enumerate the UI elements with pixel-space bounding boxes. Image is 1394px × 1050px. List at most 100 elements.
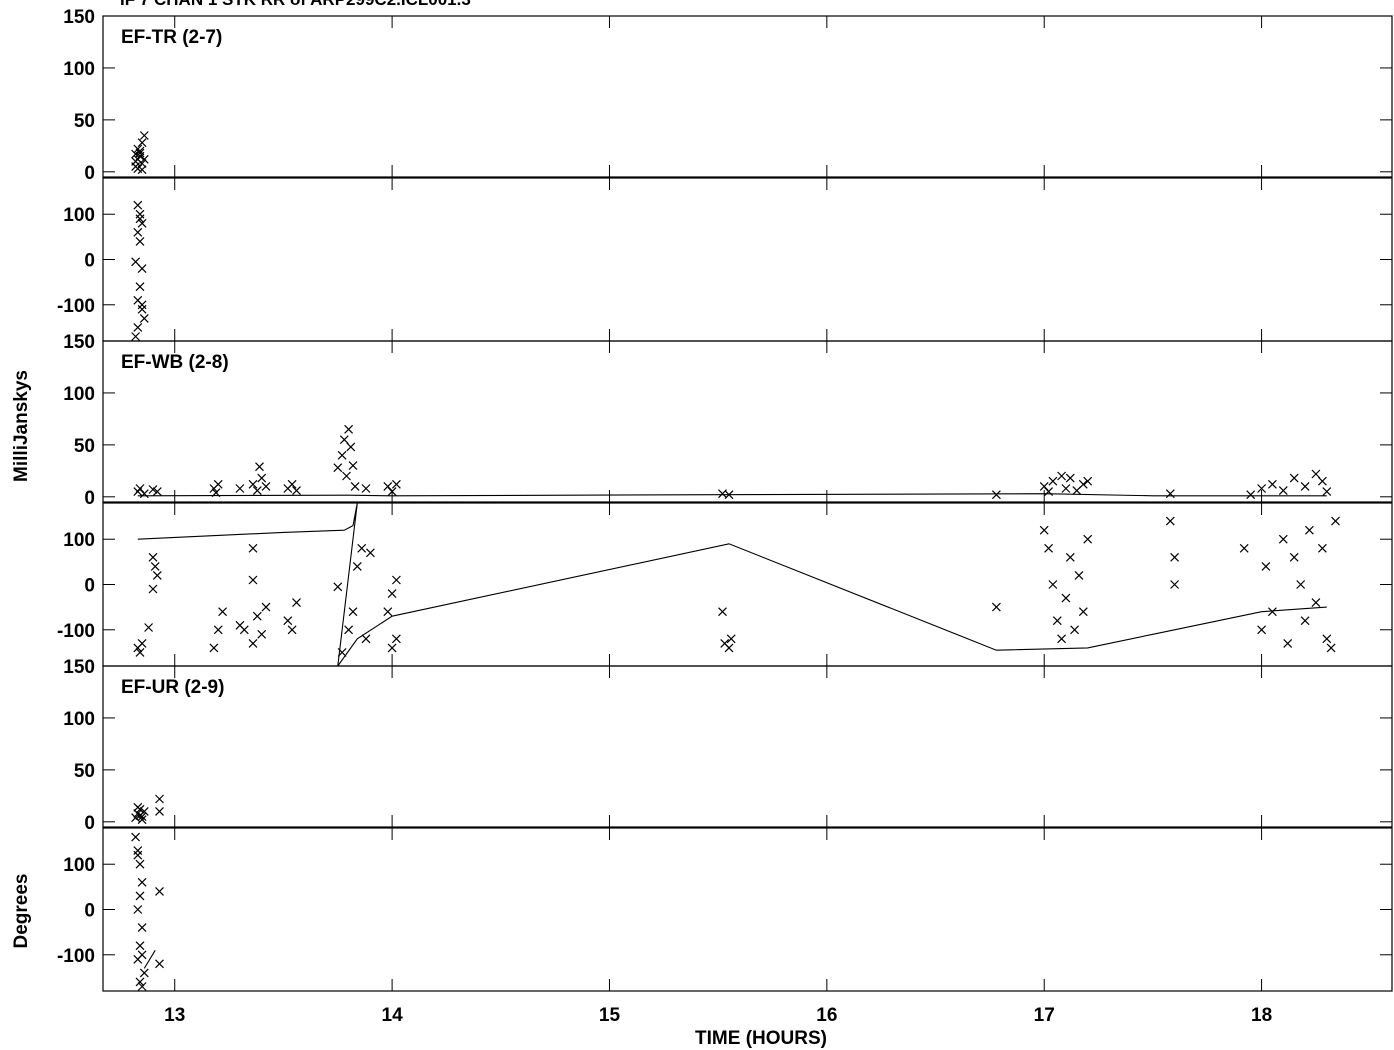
phase-data-point	[139, 313, 149, 323]
amplitude-data-point	[131, 156, 141, 166]
phase-data-point	[1052, 616, 1062, 626]
phase-data-point	[1322, 634, 1332, 644]
amplitude-data-point	[133, 802, 143, 812]
amplitude-data-point	[139, 131, 149, 140]
amplitude-data-point	[155, 794, 164, 804]
amplitude-y-tick-label: 0	[84, 813, 95, 834]
phase-data-point	[218, 607, 228, 617]
phase-data-point	[1257, 625, 1267, 635]
phase-data-point	[1057, 634, 1067, 644]
phase-data-point	[1283, 638, 1293, 648]
amplitude-data-point	[1048, 476, 1058, 486]
amplitude-data-point	[1322, 487, 1332, 497]
phase-data-point	[133, 227, 143, 237]
phase-data-point	[137, 923, 147, 933]
baseline-panel-3: 0 50 100 150 -100 0 100 EF-UR (2-9)	[57, 657, 1393, 992]
phase-data-point	[148, 552, 158, 562]
phase-data-point	[139, 968, 149, 978]
amplitude-y-tick-label: 100	[63, 384, 95, 405]
amplitude-y-tick-label: 150	[63, 7, 95, 28]
phase-data-point	[213, 625, 223, 635]
baseline-label: EF-UR (2-9)	[121, 677, 224, 698]
phase-data-point	[131, 332, 141, 341]
amplitude-data-point	[137, 812, 147, 822]
amplitude-data-point	[1267, 479, 1277, 489]
phase-data-point	[1165, 516, 1175, 526]
baseline-label: EF-TR (2-7)	[121, 27, 222, 48]
phase-data-point	[135, 647, 145, 657]
phase-y-tick-label: -100	[57, 296, 95, 317]
amplitude-data-point	[292, 486, 301, 496]
phase-y-tick-label: 0	[84, 901, 95, 922]
phase-data-point	[352, 561, 362, 571]
phase-y-tick-label: 100	[63, 855, 95, 876]
panel-3-amplitude-frame	[102, 665, 1393, 828]
phase-data-point	[1044, 543, 1054, 553]
amplitude-data-point	[346, 442, 356, 452]
phase-data-point	[724, 643, 734, 653]
amplitude-data-point	[1083, 476, 1093, 486]
phase-data-point	[135, 941, 145, 951]
phase-y-tick-label: -100	[57, 946, 95, 967]
phase-data-point	[387, 589, 397, 599]
phase-data-point	[248, 638, 258, 648]
phase-data-point	[133, 846, 143, 856]
phase-data-point	[361, 634, 371, 644]
amplitude-data-point	[152, 487, 162, 497]
panel-3-phase-frame	[102, 827, 1393, 992]
x-tick-label: 13	[164, 1005, 185, 1026]
phase-data-point	[248, 575, 258, 585]
x-tick-label: 18	[1251, 1005, 1272, 1026]
phase-data-point	[1317, 543, 1327, 553]
phase-y-tick-label: -100	[57, 621, 95, 642]
phase-data-point	[137, 877, 147, 887]
amplitude-y-tick-label: 100	[63, 709, 95, 730]
phase-data-point	[357, 543, 367, 553]
phase-data-point	[391, 634, 401, 644]
phase-data-point	[137, 982, 147, 991]
x-tick-label: 17	[1034, 1005, 1055, 1026]
amplitude-y-tick-label: 0	[84, 163, 95, 184]
amplitude-y-tick-label: 50	[74, 761, 95, 782]
phase-data-point	[287, 625, 297, 635]
amplitude-data-point	[339, 435, 349, 445]
amplitude-data-point	[139, 154, 149, 164]
amplitude-y-tick-label: 50	[74, 436, 95, 457]
phase-data-point	[135, 977, 145, 987]
phase-data-point	[292, 598, 301, 608]
amplitude-data-point	[350, 481, 360, 491]
x-tick-label: 14	[382, 1005, 404, 1026]
amplitude-data-point	[131, 149, 141, 159]
phase-data-point	[137, 218, 147, 228]
phase-data-point	[1304, 525, 1314, 535]
phase-data-point	[137, 638, 147, 648]
phase-data-point	[1296, 580, 1306, 589]
phase-data-point	[148, 584, 158, 594]
phase-data-point	[131, 832, 141, 842]
phase-data-point	[1083, 534, 1093, 544]
phase-data-point	[1170, 580, 1180, 589]
phase-data-point	[135, 209, 145, 219]
chart-title: IF 7 CHAN 1 STK RR of ARP299C2.ICL001.3	[120, 0, 471, 10]
phase-data-point	[1170, 552, 1180, 562]
phase-data-point	[1261, 561, 1271, 571]
y-axis-label-amplitude: MilliJanskys	[11, 370, 32, 482]
phase-model-line	[137, 502, 1327, 667]
amplitude-data-point	[1311, 469, 1321, 479]
phase-data-point	[155, 959, 164, 969]
x-axis-label: TIME (HOURS)	[695, 1028, 827, 1049]
phase-data-point	[1331, 516, 1340, 526]
amplitude-data-point	[213, 479, 223, 489]
amplitude-data-point	[135, 811, 145, 821]
phase-data-point	[135, 891, 145, 901]
amplitude-data-point	[1289, 473, 1299, 483]
phase-data-point	[348, 607, 358, 617]
phase-data-point	[155, 886, 164, 896]
amplitude-data-point	[137, 165, 147, 175]
amplitude-data-point	[1061, 484, 1071, 493]
phase-y-tick-label: 0	[84, 251, 95, 272]
phase-data-point	[239, 625, 249, 635]
panel-1-amplitude-frame	[102, 15, 1393, 178]
phase-data-point	[137, 950, 147, 960]
amplitude-data-point	[342, 471, 351, 481]
